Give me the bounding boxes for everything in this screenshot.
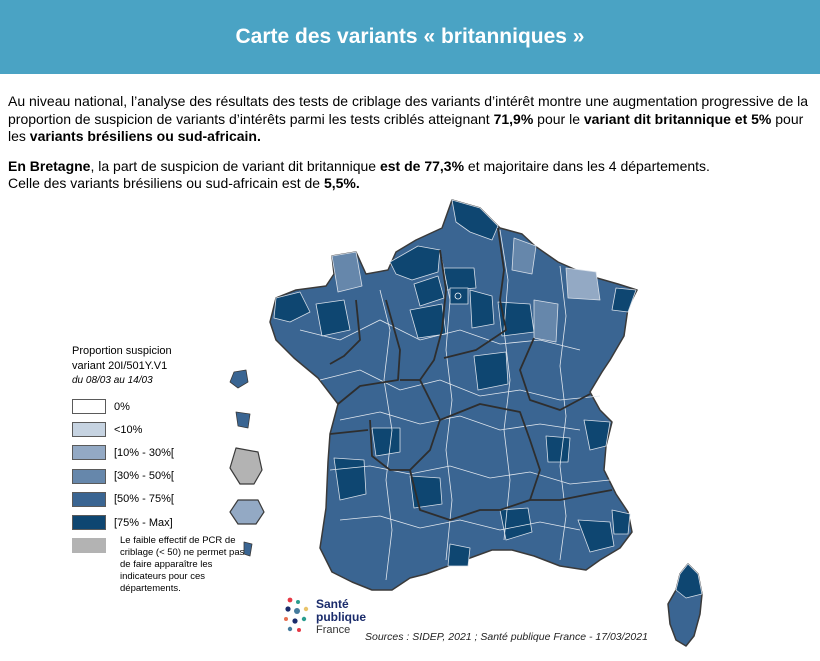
legend-swatch <box>72 538 106 554</box>
dept-ille-et-vilaine <box>315 299 351 337</box>
text-span: et majoritaire dans les 4 départements. <box>464 157 710 174</box>
dept-paris-area <box>449 287 469 305</box>
martinique <box>235 411 251 429</box>
legend-item: [50% - 75%[ <box>72 488 272 511</box>
text-span: Celle des variants brésiliens ou sud-afr… <box>8 175 324 191</box>
text-span: pour le <box>533 110 584 127</box>
national-paragraph: Au niveau national, l’analyse des résult… <box>8 93 814 146</box>
logo-dots-icon <box>284 597 309 632</box>
map-legend: Proportion suspicion variant 20I/501Y.V1… <box>72 344 272 594</box>
dept-oise <box>443 267 477 291</box>
sante-publique-logo: Santé publique France <box>282 596 372 646</box>
dept-eure <box>413 275 445 307</box>
dept-alpes-maritimes <box>611 509 631 535</box>
region-borders <box>329 227 613 521</box>
dept-haut-rhin <box>611 287 637 313</box>
dept-manche <box>331 251 363 293</box>
guyane <box>229 447 263 485</box>
legend-label: [30% - 50%[ <box>114 470 174 483</box>
dept-gard <box>499 507 533 541</box>
logo-text: Santé publique France <box>316 598 366 637</box>
bretagne-br-sa-rate: 5,5%. <box>323 175 360 191</box>
legend-label: <10% <box>114 423 143 436</box>
legend-label: [50% - 75%[ <box>114 493 174 506</box>
dept-nord <box>451 199 499 241</box>
dept-meuse <box>533 299 559 343</box>
dept-aisne <box>511 237 537 275</box>
uk-variant-text: variant dit britannique et 5% <box>583 110 772 127</box>
bretagne-rate: est de 77,3% <box>379 157 465 174</box>
legend-item: 0% <box>72 395 272 418</box>
legend-note: Le faible effectif de PCR de criblage (<… <box>120 535 245 594</box>
dept-indre-et-loire <box>371 427 401 457</box>
legend-label: 0% <box>114 400 130 413</box>
legend-swatch <box>72 491 106 507</box>
dept-nievre <box>473 351 509 391</box>
legend-title-line1: Proportion suspicion <box>72 345 172 357</box>
logo-line2: publique <box>316 610 366 624</box>
dept-pyrenees-orientales <box>447 543 471 567</box>
dept-seine-maritime <box>389 245 441 281</box>
sources-caption: Sources : SIDEP, 2021 ; Santé publique F… <box>365 631 648 643</box>
legend-swatch <box>72 445 106 461</box>
legend-period: du 08/03 au 14/03 <box>72 375 153 386</box>
mayotte <box>243 541 253 557</box>
legend-label: [75% - Max] <box>114 516 173 529</box>
text-span: Au niveau national, l’analyse des résult… <box>8 93 809 127</box>
legend-item: [30% - 50%[ <box>72 465 272 488</box>
legend-swatch <box>72 515 106 531</box>
corsica-north <box>675 563 703 599</box>
legend-swatch <box>72 422 106 438</box>
national-uk-rate: 71,9% <box>493 110 534 127</box>
legend-label: [10% - 30%[ <box>114 446 174 459</box>
legend-item: [10% - 30%[ <box>72 441 272 464</box>
region-name: En Bretagne <box>8 157 91 174</box>
reunion <box>229 499 265 525</box>
page-title: Carte des variants « britanniques » <box>235 25 585 48</box>
logo-line1: Santé <box>316 597 349 611</box>
legend-title-line2: variant 20I/501Y.V1 <box>72 360 168 372</box>
legend-items: 0% <10% [10% - 30%[ [30% - 50%[ [50% - 75%[ [… <box>72 395 272 557</box>
text-span: , la part de suspicion de variant dit br… <box>90 157 380 174</box>
legend-swatch <box>72 468 106 484</box>
legend-item <box>72 534 272 557</box>
dept-isere <box>545 435 571 463</box>
dept-seine-et-marne <box>469 289 495 329</box>
intro-text: Au niveau national, l’analyse des résult… <box>8 93 814 193</box>
title-banner: Carte des variants « britanniques » <box>0 0 820 74</box>
dept-var <box>577 519 615 553</box>
legend-item: <10% <box>72 418 272 441</box>
dept-eure-et-loir <box>409 303 447 339</box>
dept-gironde <box>333 457 367 501</box>
dept-savoie <box>583 419 611 451</box>
logo-line3: France <box>316 624 351 636</box>
legend-swatch <box>72 399 106 415</box>
dept-moselle <box>565 267 601 301</box>
paris-marker <box>454 292 462 300</box>
br-sa-variant-text: variants brésiliens ou sud-africain. <box>29 128 261 144</box>
guadeloupe <box>229 369 249 389</box>
legend-item: [75% - Max] <box>72 511 272 534</box>
text-span: pour les <box>8 110 804 145</box>
bretagne-paragraph: En Bretagne, la part de suspicion de var… <box>8 158 814 193</box>
dept-bretagne-ouest <box>273 291 311 323</box>
